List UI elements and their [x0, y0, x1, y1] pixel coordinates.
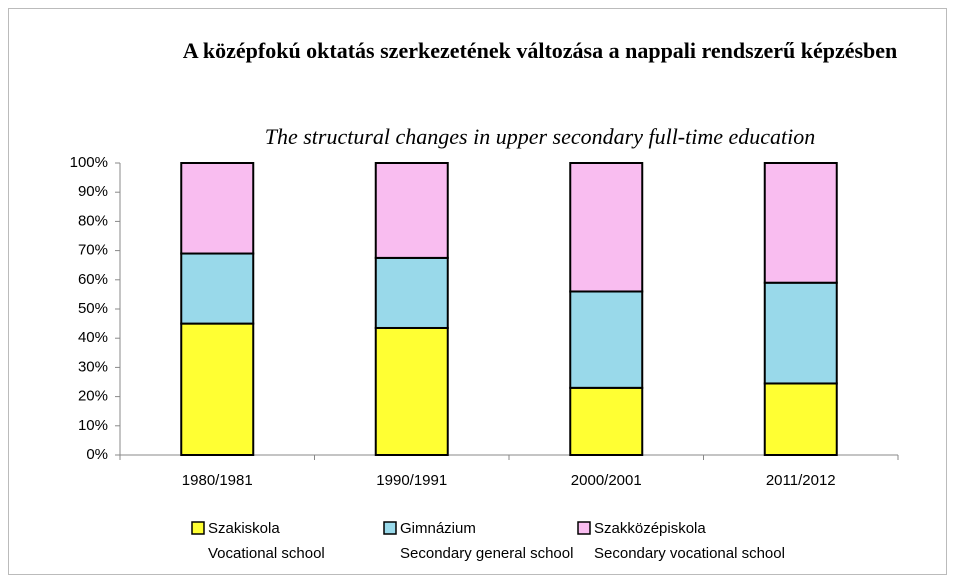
y-tick-label: 100% [70, 154, 108, 171]
y-tick-label: 90% [78, 183, 108, 200]
chart-title: A középfokú oktatás szerkezetének változ… [182, 38, 898, 63]
y-tick-label: 20% [78, 388, 108, 405]
legend-label: Szakiskola [208, 520, 280, 537]
legend-swatch [383, 521, 397, 535]
x-tick-label: 1980/1981 [182, 472, 253, 489]
legend-swatch [577, 521, 591, 535]
bar-segment [763, 281, 838, 385]
bar-segment [763, 382, 838, 456]
bar-segment [374, 256, 449, 329]
bar-segment [569, 386, 644, 456]
bar-segment [569, 290, 644, 389]
legend-label-en: Vocational school [208, 545, 325, 562]
bar-segment [763, 162, 838, 284]
y-tick-label: 10% [78, 417, 108, 434]
bar-segment [180, 322, 255, 456]
legend-swatch [191, 521, 205, 535]
x-tick-label: 2000/2001 [571, 472, 642, 489]
y-tick-label: 30% [78, 358, 108, 375]
legend-label-en: Secondary vocational school [594, 545, 785, 562]
x-tick-label: 1990/1991 [376, 472, 447, 489]
y-tick-label: 40% [78, 329, 108, 346]
bar-segment [569, 162, 644, 293]
y-tick-label: 60% [78, 271, 108, 288]
x-tick-label: 2011/2012 [766, 472, 836, 489]
chart-border [8, 8, 947, 575]
y-tick-label: 80% [78, 212, 108, 229]
y-tick-label: 70% [78, 242, 108, 259]
legend-label: Gimnázium [400, 520, 476, 537]
chart-subtitle: The structural changes in upper secondar… [264, 124, 816, 149]
bar-segment [180, 252, 255, 325]
legend-label-en: Secondary general school [400, 545, 573, 562]
bar-segment [180, 162, 255, 255]
bar-segment [374, 326, 449, 457]
y-tick-label: 50% [78, 300, 108, 317]
legend-label: Szakközépiskola [594, 520, 706, 537]
bar-segment [374, 162, 449, 259]
y-tick-label: 0% [86, 446, 108, 463]
